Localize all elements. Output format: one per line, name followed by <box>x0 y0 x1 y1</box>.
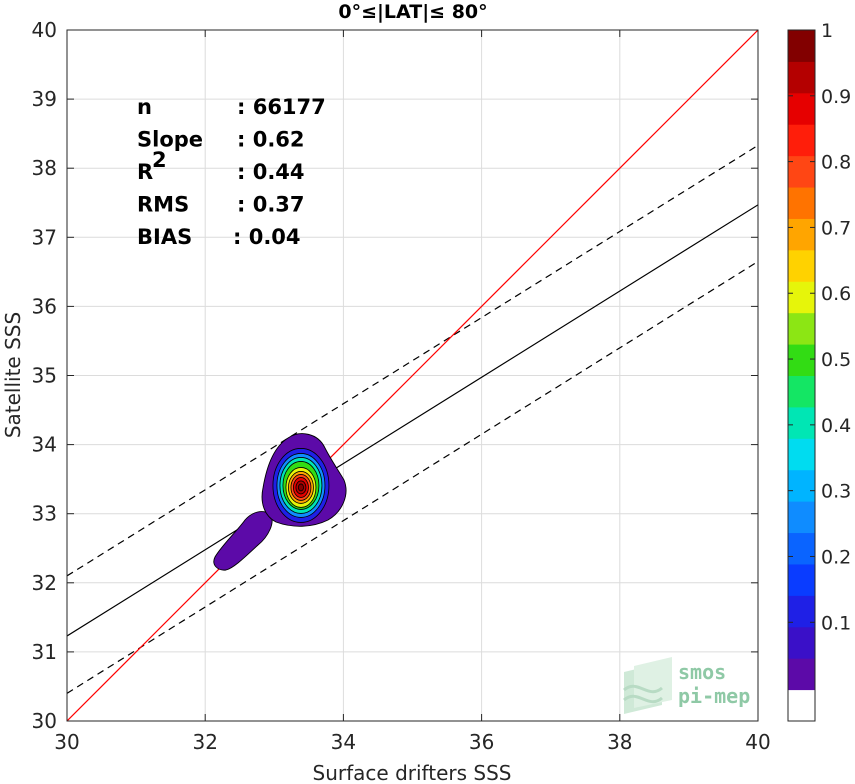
colorbar-tick-label: 1 <box>821 20 833 42</box>
grid-lines <box>66 29 759 722</box>
colorbar-tick-label: 0.5 <box>821 349 851 371</box>
colorbar-segment <box>788 187 815 219</box>
colorbar-segment <box>788 375 815 408</box>
y-tick-label: 37 <box>32 225 57 249</box>
colorbar-segment <box>788 249 815 282</box>
colorbar-tick-label: 0.1 <box>821 612 851 634</box>
regression-line <box>67 204 758 637</box>
plot-content <box>67 30 758 721</box>
colorbar-frame <box>787 29 816 722</box>
identity-line <box>67 30 758 721</box>
colorbar-segment <box>788 281 815 314</box>
colorbar-segment <box>788 689 815 722</box>
colorbar-tick-label: 0.8 <box>821 152 851 174</box>
colorbar-segment <box>788 61 815 94</box>
y-axis-label: Satellite SSS <box>1 312 25 438</box>
colorbar-segment <box>788 532 815 565</box>
stat-superscript: 2 <box>152 148 167 172</box>
y-tick-label: 34 <box>32 433 57 457</box>
lower-bound-line <box>67 260 758 694</box>
x-tick-label: 34 <box>331 730 356 754</box>
colorbar-segment <box>788 469 815 502</box>
x-tick-label: 30 <box>54 730 79 754</box>
stat-value: : 0.44 <box>237 160 305 184</box>
smos-logo: smos pi-mep <box>623 657 750 714</box>
colorbar-segment <box>788 501 815 534</box>
colorbar-tick-label: 0.2 <box>821 546 851 568</box>
colorbar-segment <box>788 30 815 62</box>
logo-text-pimep: pi-mep <box>678 684 750 708</box>
y-tick-label: 38 <box>32 156 57 180</box>
x-axis-label: Surface drifters SSS <box>313 761 512 784</box>
stat-label: RMS <box>137 193 189 217</box>
colorbar-segment <box>788 406 815 439</box>
stat-label: n <box>137 95 152 119</box>
y-tick-label: 35 <box>32 364 57 388</box>
y-tick-label: 33 <box>32 502 57 526</box>
colorbar-segment <box>788 626 815 659</box>
stat-label: Slope <box>137 128 203 152</box>
colorbar-segment <box>788 124 815 157</box>
y-tick-label: 30 <box>32 709 57 733</box>
y-tick-label: 32 <box>32 571 57 595</box>
stats-box: n : 66177 Slope : 0.62 R2 : 0.44 RMS : 0.37 BIAS… <box>137 95 326 249</box>
stat-value: : 0.62 <box>237 128 305 152</box>
colorbar-segment <box>788 344 815 376</box>
density-tail <box>213 511 273 571</box>
colorbar-segment <box>788 658 815 691</box>
colorbar-segment <box>788 92 815 125</box>
colorbar-tick-label: 0.4 <box>821 415 851 437</box>
colorbar-segment <box>788 312 815 345</box>
stat-value: : 0.37 <box>237 193 305 217</box>
chart-title: 0°≤|LAT|≤ 80° <box>338 1 487 23</box>
density-contour-level <box>297 483 304 492</box>
colorbar: 0.1 0.2 0.3 0.4 0.5 0.6 0.7 0.8 0.9 1 <box>787 20 851 722</box>
stat-label: R <box>137 160 153 184</box>
colorbar-tick-label: 0.7 <box>821 217 851 239</box>
colorbar-segment <box>788 218 815 251</box>
colorbar-segment <box>788 438 815 471</box>
y-tick-label: 36 <box>32 294 57 318</box>
x-tick-label: 40 <box>745 730 770 754</box>
colorbar-segment <box>788 563 815 596</box>
x-tick-label: 32 <box>192 730 217 754</box>
colorbar-tick-label: 0.6 <box>821 283 851 305</box>
upper-bound-line <box>67 144 758 577</box>
colorbar-segment <box>788 155 815 188</box>
density-contours <box>213 433 347 571</box>
y-tick-label: 40 <box>32 18 57 42</box>
logo-text-smos: smos <box>678 660 726 684</box>
stat-label: BIAS <box>137 225 192 249</box>
x-tick-label: 38 <box>607 730 632 754</box>
colorbar-tick-label: 0.3 <box>821 481 851 503</box>
stat-value: : 66177 <box>237 95 326 119</box>
x-tick-label: 36 <box>469 730 494 754</box>
y-tick-label: 31 <box>32 640 57 664</box>
y-tick-label: 39 <box>32 87 57 111</box>
colorbar-tick-label: 0.9 <box>821 86 851 108</box>
stat-value: : 0.04 <box>233 225 301 249</box>
